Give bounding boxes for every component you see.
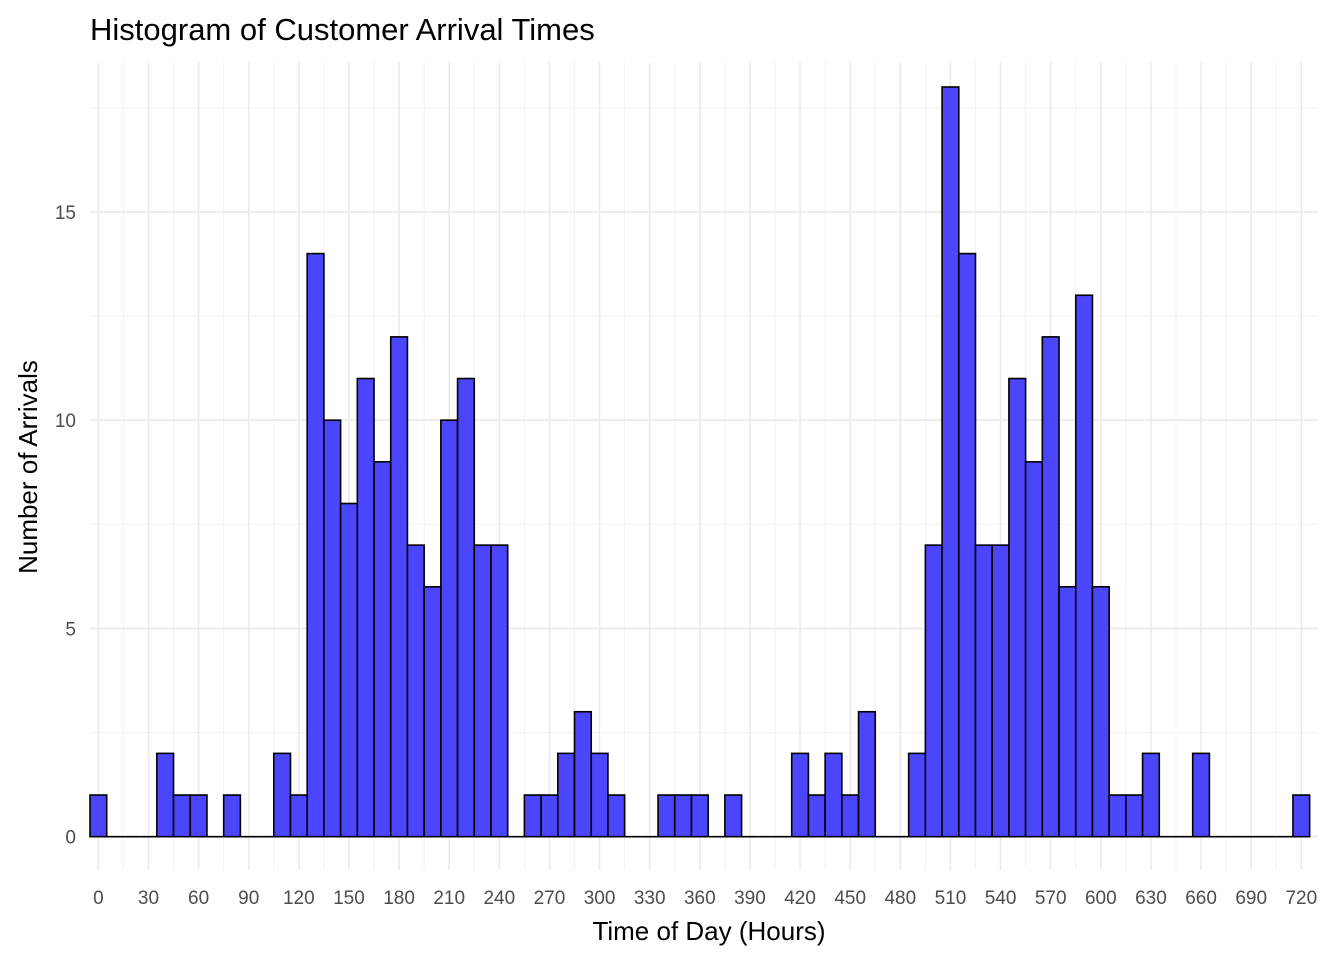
y-tick-label: 0 <box>65 828 76 849</box>
x-tick-label: 60 <box>188 888 209 909</box>
histogram-bar <box>389 336 409 838</box>
histogram-bar <box>323 419 342 838</box>
histogram-bar <box>1125 794 1144 838</box>
x-tick-label: 180 <box>383 888 415 909</box>
histogram-bar <box>673 794 693 838</box>
histogram-bar <box>406 544 425 838</box>
x-tick-label: 450 <box>834 888 866 909</box>
histogram-bar <box>824 752 843 838</box>
histogram-bar <box>1058 585 1077 838</box>
histogram-bar <box>423 585 442 838</box>
y-tick-label: 10 <box>55 411 76 432</box>
x-tick-label: 480 <box>884 888 916 909</box>
histogram-bar <box>272 752 292 838</box>
histogram-bar <box>373 461 392 838</box>
histogram-bar <box>957 252 977 838</box>
x-tick-label: 390 <box>734 888 766 909</box>
histogram-bar <box>907 752 927 838</box>
histogram-bar <box>690 794 709 838</box>
histogram-bar <box>172 794 192 838</box>
histogram-bar <box>1191 752 1211 838</box>
y-tick-label: 15 <box>55 203 76 224</box>
x-tick-label: 210 <box>433 888 465 909</box>
x-tick-label: 330 <box>634 888 666 909</box>
histogram-bar <box>573 710 593 838</box>
histogram-bar <box>807 794 826 838</box>
histogram-bar <box>941 86 960 838</box>
histogram-bar <box>991 544 1010 838</box>
histogram-bar <box>1091 585 1110 838</box>
x-axis-label: Time of Day (Hours) <box>592 916 825 946</box>
histogram-bar <box>1024 461 1044 838</box>
y-tick-label: 5 <box>65 619 76 640</box>
histogram-bar <box>222 794 242 838</box>
histogram-bar <box>1292 794 1311 838</box>
x-tick-label: 270 <box>534 888 566 909</box>
histogram-bar <box>841 794 860 838</box>
chart-title: Histogram of Customer Arrival Times <box>90 12 595 47</box>
histogram-bar <box>356 377 375 838</box>
histogram-bar <box>540 794 559 838</box>
histogram-bar <box>607 794 626 838</box>
x-tick-label: 630 <box>1135 888 1167 909</box>
x-tick-label: 660 <box>1185 888 1217 909</box>
histogram-bar <box>974 544 994 838</box>
histogram-bar <box>456 377 476 838</box>
histogram-bar <box>189 794 208 838</box>
histogram-bar <box>289 794 308 838</box>
x-tick-label: 90 <box>238 888 259 909</box>
histogram-bar <box>590 752 609 838</box>
histogram-bar <box>339 502 359 838</box>
x-axis-tick-labels: 0 30 60 90 120 150 180 210 240 270 300 330 360 390 420… <box>93 888 1317 909</box>
histogram-bar <box>657 794 676 838</box>
histogram-bar <box>857 710 877 838</box>
histogram-bar <box>89 794 108 838</box>
x-tick-label: 240 <box>483 888 515 909</box>
y-axis-tick-labels: 0 5 10 15 <box>55 203 76 849</box>
x-tick-label: 420 <box>784 888 816 909</box>
histogram-bar <box>473 544 492 838</box>
histogram-bar <box>790 752 810 838</box>
histogram-bar <box>490 544 509 838</box>
x-tick-label: 120 <box>283 888 315 909</box>
x-tick-label: 570 <box>1035 888 1067 909</box>
x-tick-label: 510 <box>935 888 967 909</box>
histogram-bar <box>306 252 325 838</box>
x-tick-label: 600 <box>1085 888 1117 909</box>
histogram-bar <box>1108 794 1127 838</box>
histogram-bar <box>924 544 943 838</box>
histogram-bar <box>724 794 743 838</box>
x-tick-label: 30 <box>138 888 159 909</box>
histogram-bar <box>1041 336 1060 838</box>
histogram-bars <box>89 86 1311 838</box>
x-tick-label: 150 <box>333 888 365 909</box>
x-tick-label: 300 <box>584 888 616 909</box>
x-tick-label: 690 <box>1235 888 1267 909</box>
x-tick-label: 540 <box>985 888 1017 909</box>
histogram-bar <box>1141 752 1161 838</box>
histogram-bar <box>156 752 175 838</box>
histogram-bar <box>440 419 459 838</box>
histogram-bar <box>1074 294 1094 838</box>
x-tick-label: 720 <box>1285 888 1317 909</box>
y-axis-label: Number of Arrivals <box>13 360 43 574</box>
x-tick-label: 360 <box>684 888 716 909</box>
histogram-bar <box>523 794 542 838</box>
x-tick-label: 0 <box>93 888 104 909</box>
histogram-bar <box>557 752 576 838</box>
histogram-bar <box>1008 377 1027 838</box>
